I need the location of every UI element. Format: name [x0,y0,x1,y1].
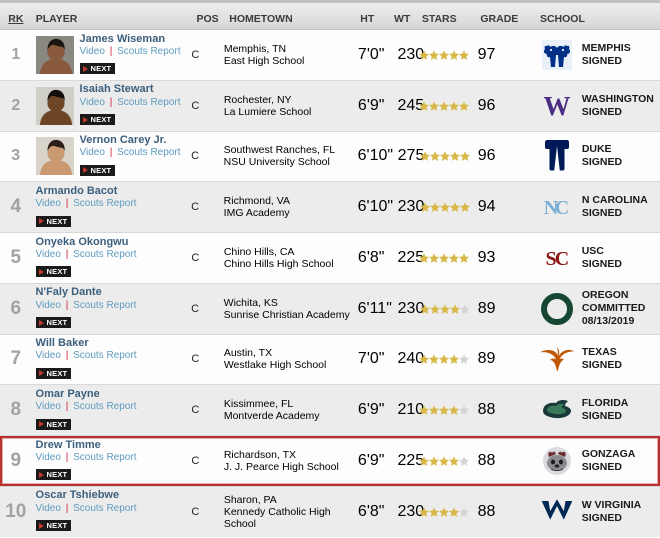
svg-text:C: C [554,248,568,270]
svg-text:W: W [543,91,570,121]
svg-text:C: C [555,197,569,219]
